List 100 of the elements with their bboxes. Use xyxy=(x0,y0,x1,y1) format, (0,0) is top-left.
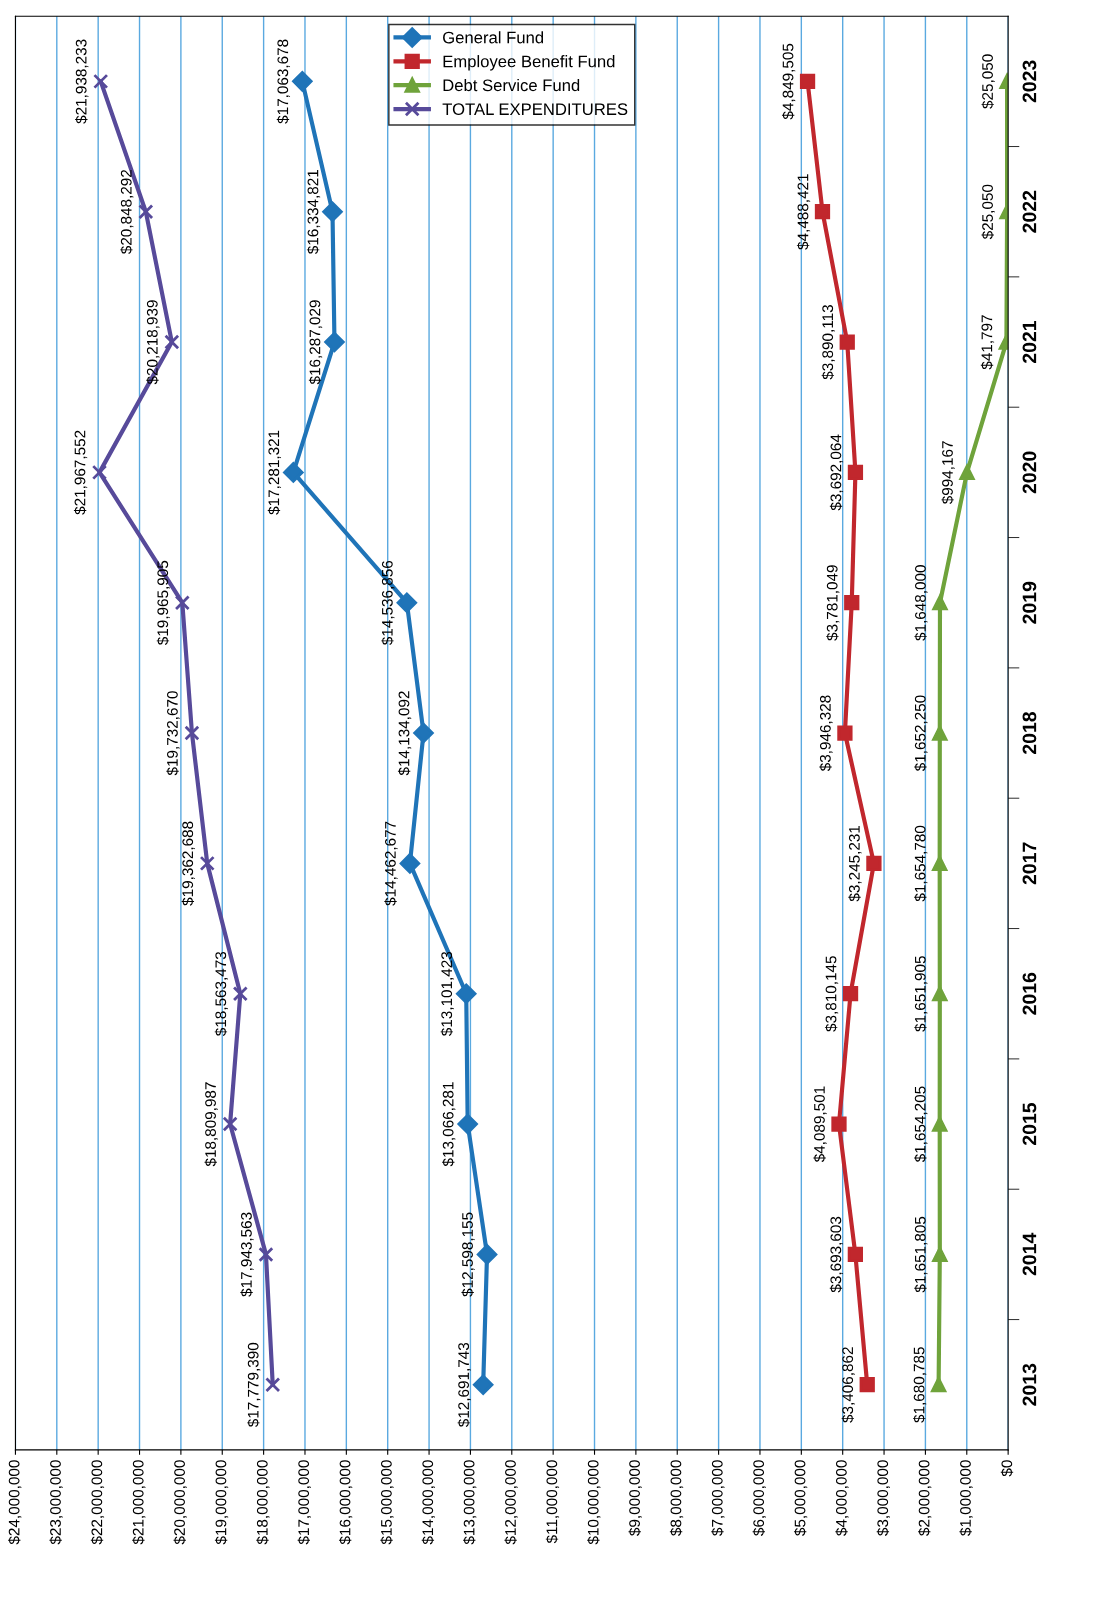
point xyxy=(842,986,859,1002)
data-label: $17,281,321 xyxy=(267,430,282,515)
data-label: $20,218,939 xyxy=(146,300,160,385)
point xyxy=(932,855,948,872)
point xyxy=(258,1246,274,1263)
data-label: $16,287,029 xyxy=(308,300,323,385)
x-tick-label: $12,000,000 xyxy=(504,1460,518,1545)
data-label: $14,462,677 xyxy=(384,821,398,906)
data-label: $3,406,862 xyxy=(841,1347,855,1423)
data-label: $13,101,423 xyxy=(440,951,454,1037)
point xyxy=(199,855,215,872)
data-label: $3,781,049 xyxy=(826,565,840,641)
x-tick-label: $15,000,000 xyxy=(380,1460,394,1545)
point xyxy=(232,986,248,1002)
point xyxy=(847,464,864,481)
data-label: $21,967,552 xyxy=(73,430,88,515)
data-label: $21,938,233 xyxy=(75,39,89,124)
data-label: $3,890,113 xyxy=(821,305,835,380)
point xyxy=(839,334,855,350)
data-label: $994,167 xyxy=(941,441,955,505)
point xyxy=(814,204,831,220)
x-tick-label: $11,000,000 xyxy=(545,1460,560,1544)
x-tick-label: $6,000,000 xyxy=(752,1460,766,1536)
data-label: $1,654,205 xyxy=(914,1086,928,1163)
data-label: $1,651,805 xyxy=(914,1216,928,1293)
data-label: $12,691,743 xyxy=(457,1342,471,1428)
point xyxy=(457,1113,478,1135)
x-tick-label: $23,000,000 xyxy=(49,1460,63,1545)
x-tick-label: $18,000,000 xyxy=(256,1460,270,1545)
point xyxy=(837,725,853,741)
data-label: $1,680,785 xyxy=(913,1347,927,1423)
y-tick-label: 2015 xyxy=(1022,1102,1037,1146)
point xyxy=(932,1116,948,1132)
point xyxy=(959,464,975,481)
y-tick-label: 2022 xyxy=(1022,190,1037,233)
point xyxy=(324,331,345,353)
legend-label: Employee Benefit Fund xyxy=(443,55,615,71)
point xyxy=(844,595,860,611)
data-label: $41,797 xyxy=(980,315,995,370)
legend-label: General Fund xyxy=(443,31,544,44)
x-tick-label: $8,000,000 xyxy=(669,1460,684,1536)
point xyxy=(456,983,477,1004)
data-label: $1,654,780 xyxy=(914,825,928,902)
x-tick-label: $5,000,000 xyxy=(793,1460,808,1536)
point xyxy=(932,1246,948,1263)
y-tick-label: 2019 xyxy=(1022,581,1037,624)
point xyxy=(93,73,109,90)
point xyxy=(799,73,816,90)
x-tick-label: $21,000,000 xyxy=(132,1460,146,1545)
point xyxy=(413,722,434,744)
point xyxy=(222,1116,238,1132)
data-label: $14,536,856 xyxy=(381,560,395,646)
point xyxy=(932,986,948,1002)
x-tick-label: $10,000,000 xyxy=(587,1460,601,1545)
data-label: $19,965,905 xyxy=(156,560,170,646)
x-tick-label: $13,000,000 xyxy=(463,1460,477,1545)
x-tick-label: $0 xyxy=(1000,1460,1014,1477)
point xyxy=(399,853,421,874)
point xyxy=(174,595,190,611)
point xyxy=(138,204,154,220)
x-tick-label: $16,000,000 xyxy=(338,1460,353,1545)
y-tick-label: 2016 xyxy=(1022,972,1037,1015)
data-label: $4,849,505 xyxy=(781,43,796,120)
data-label: $1,652,250 xyxy=(914,695,928,772)
x-tick-label: $7,000,000 xyxy=(711,1460,725,1536)
data-label: $3,810,145 xyxy=(824,956,839,1032)
point xyxy=(396,592,418,613)
x-tick-label: $22,000,000 xyxy=(90,1460,105,1545)
y-tick-label: 2020 xyxy=(1022,451,1037,494)
point xyxy=(265,1377,281,1393)
data-label: $4,089,501 xyxy=(813,1086,827,1163)
point xyxy=(164,334,180,350)
y-tick-label: 2014 xyxy=(1022,1232,1037,1276)
legend-label: TOTAL EXPENDITURES xyxy=(442,103,628,116)
point xyxy=(930,1377,947,1393)
point xyxy=(283,462,304,483)
point xyxy=(472,1374,494,1395)
x-tick-label: $14,000,000 xyxy=(421,1460,435,1545)
data-label: $14,134,092 xyxy=(397,691,412,776)
data-label: $18,563,473 xyxy=(214,951,228,1037)
point xyxy=(476,1244,498,1265)
x-tick-label: $4,000,000 xyxy=(835,1460,849,1536)
data-label: $17,943,563 xyxy=(240,1212,254,1297)
point xyxy=(866,855,882,872)
x-tick-label: $24,000,000 xyxy=(8,1460,22,1545)
data-label: $12,598,155 xyxy=(461,1212,475,1297)
x-tick-label: $3,000,000 xyxy=(876,1460,890,1536)
y-tick-label: 2021 xyxy=(1022,320,1037,363)
data-label: $17,779,390 xyxy=(247,1342,261,1428)
x-tick-label: $2,000,000 xyxy=(918,1460,932,1536)
data-label: $13,066,281 xyxy=(442,1082,456,1167)
point xyxy=(932,725,948,741)
data-label: $3,946,328 xyxy=(819,695,833,772)
data-label: $3,245,231 xyxy=(848,825,862,902)
data-label: $3,692,064 xyxy=(829,434,844,511)
point xyxy=(932,595,948,611)
data-label: $4,488,421 xyxy=(796,174,811,250)
data-label: $19,362,688 xyxy=(181,821,195,906)
point xyxy=(91,464,108,481)
data-label: $18,809,987 xyxy=(204,1082,218,1167)
